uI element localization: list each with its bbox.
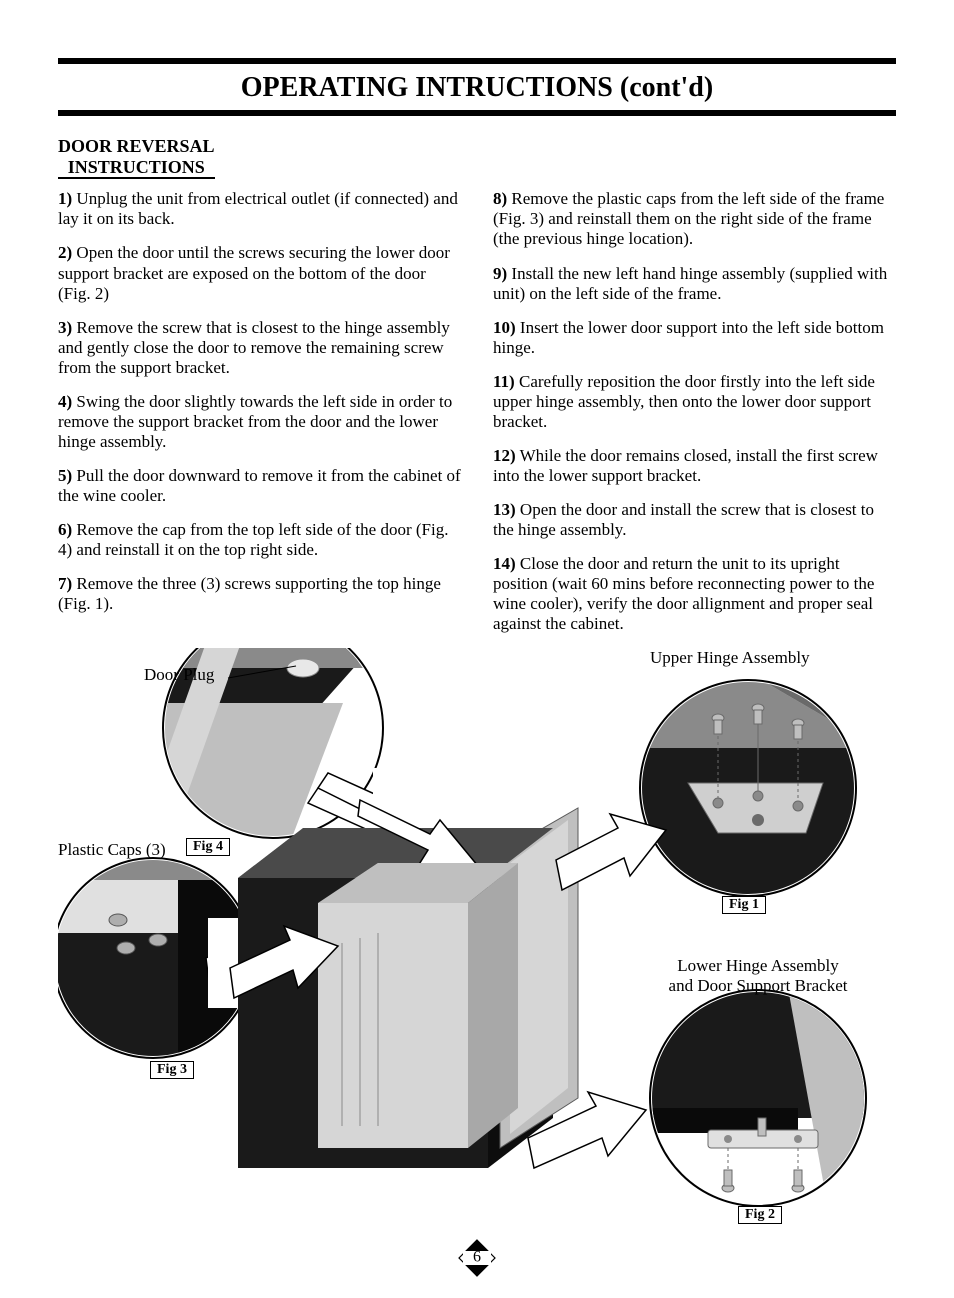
instruction-step: 12) While the door remains closed, insta…: [493, 446, 896, 486]
step-number: 3): [58, 318, 72, 337]
step-text: Remove the plastic caps from the left si…: [493, 189, 884, 248]
instruction-step: 10) Insert the lower door support into t…: [493, 318, 896, 358]
step-text: Remove the screw that is closest to the …: [58, 318, 450, 377]
instruction-step: 4) Swing the door slightly towards the l…: [58, 392, 461, 452]
step-text: Carefully reposition the door firstly in…: [493, 372, 875, 431]
step-number: 6): [58, 520, 72, 539]
step-text: While the door remains closed, install t…: [493, 446, 878, 485]
step-number: 4): [58, 392, 72, 411]
step-number: 14): [493, 554, 516, 573]
instruction-step: 9) Install the new left hand hinge assem…: [493, 264, 896, 304]
section-heading: DOOR REVERSAL INSTRUCTIONS: [58, 136, 215, 179]
step-text: Remove the cap from the top left side of…: [58, 520, 448, 559]
step-text: Install the new left hand hinge assembly…: [493, 264, 887, 303]
step-text: Remove the three (3) screws supporting t…: [58, 574, 441, 613]
label-lower-hinge: Lower Hinge Assembly and Door Support Br…: [648, 956, 868, 996]
step-text: Open the door until the screws securing …: [58, 243, 450, 302]
step-text: Insert the lower door support into the l…: [493, 318, 884, 357]
assembly-diagram: Door Plug Upper Hinge Assembly Plastic C…: [58, 648, 896, 1238]
label-lower-hinge-l1: Lower Hinge Assembly: [677, 956, 838, 975]
step-text: Open the door and install the screw that…: [493, 500, 874, 539]
instruction-step: 8) Remove the plastic caps from the left…: [493, 189, 896, 249]
label-lower-hinge-l2: and Door Support Bracket: [669, 976, 848, 995]
instruction-step: 2) Open the door until the screws securi…: [58, 243, 461, 303]
left-column: 1) Unplug the unit from electrical outle…: [58, 189, 461, 648]
step-number: 13): [493, 500, 516, 519]
label-upper-hinge: Upper Hinge Assembly: [650, 648, 810, 668]
page-number: 6: [473, 1249, 481, 1267]
step-number: 12): [493, 446, 516, 465]
instruction-step: 7) Remove the three (3) screws supportin…: [58, 574, 461, 614]
step-number: 9): [493, 264, 507, 283]
step-number: 5): [58, 466, 72, 485]
label-plastic-caps: Plastic Caps (3): [58, 840, 166, 860]
fig2-label: Fig 2: [738, 1206, 782, 1224]
section-heading-line2: INSTRUCTIONS: [68, 157, 205, 177]
instruction-step: 3) Remove the screw that is closest to t…: [58, 318, 461, 378]
step-number: 8): [493, 189, 507, 208]
fig3-label: Fig 3: [150, 1061, 194, 1079]
step-text: Unplug the unit from electrical outlet (…: [58, 189, 458, 228]
page-number-ornament: 6: [457, 1238, 497, 1278]
diagram-svg: [58, 648, 896, 1238]
instruction-columns: 1) Unplug the unit from electrical outle…: [58, 189, 896, 648]
right-column: 8) Remove the plastic caps from the left…: [493, 189, 896, 648]
page-title: OPERATING INTRUCTIONS (cont'd): [58, 72, 896, 104]
step-number: 2): [58, 243, 72, 262]
instruction-step: 5) Pull the door downward to remove it f…: [58, 466, 461, 506]
fig4-label: Fig 4: [186, 838, 230, 856]
label-door-plug: Door Plug: [144, 665, 214, 685]
step-text: Close the door and return the unit to it…: [493, 554, 874, 633]
step-number: 1): [58, 189, 72, 208]
instruction-step: 6) Remove the cap from the top left side…: [58, 520, 461, 560]
instruction-step: 11) Carefully reposition the door firstl…: [493, 372, 896, 432]
step-number: 10): [493, 318, 516, 337]
rule-bottom: [58, 110, 896, 116]
rule-top: [58, 58, 896, 64]
instruction-step: 13) Open the door and install the screw …: [493, 500, 896, 540]
step-number: 11): [493, 372, 515, 391]
step-text: Swing the door slightly towards the left…: [58, 392, 452, 451]
section-heading-line1: DOOR REVERSAL: [58, 136, 215, 156]
step-number: 7): [58, 574, 72, 593]
fig1-label: Fig 1: [722, 896, 766, 914]
step-text: Pull the door downward to remove it from…: [58, 466, 461, 505]
instruction-step: 1) Unplug the unit from electrical outle…: [58, 189, 461, 229]
instruction-step: 14) Close the door and return the unit t…: [493, 554, 896, 634]
